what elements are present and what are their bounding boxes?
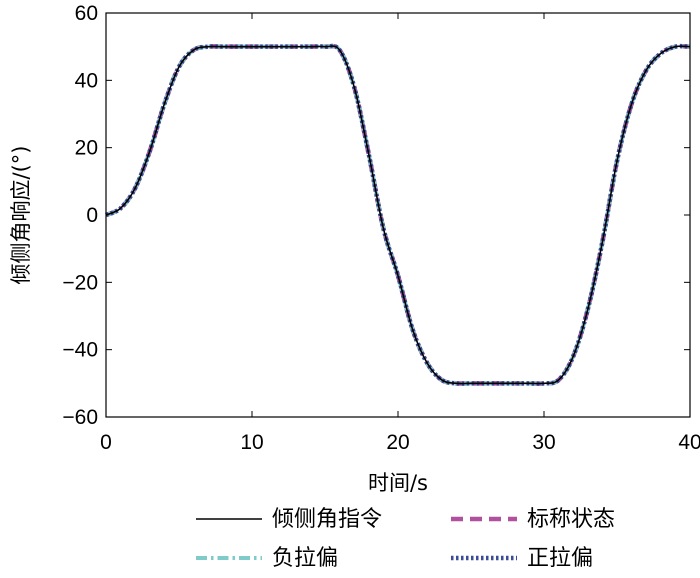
x-tick-label: 10	[240, 431, 263, 454]
x-tick-label: 20	[386, 431, 409, 454]
x-tick-label: 30	[532, 431, 555, 454]
tick-labels: 0 10 20 30 40 60 40 20 0 −20 −40 −60	[62, 2, 700, 454]
legend-label-3: 正拉偏	[527, 546, 593, 571]
x-tick-label: 0	[100, 431, 112, 454]
series-line-1	[105, 43, 691, 386]
axis-ticks	[105, 12, 691, 418]
x-axis-label: 时间/s	[368, 471, 428, 495]
legend-label-2: 负拉偏	[272, 546, 338, 571]
y-tick-label: 0	[86, 204, 98, 227]
x-tick-label: 40	[678, 431, 700, 454]
series-line-0	[105, 45, 691, 385]
legend-label-1: 标称状态	[527, 507, 615, 532]
y-tick-label: −40	[62, 339, 98, 362]
y-axis-label: 倾侧角响应/(°)	[9, 146, 33, 285]
plot-frame	[105, 12, 691, 418]
legend-label-0: 倾侧角指令	[272, 507, 382, 532]
y-tick-label: 40	[75, 69, 98, 92]
series-line-3	[105, 43, 691, 386]
y-tick-label: −20	[62, 271, 98, 294]
y-tick-label: 20	[75, 137, 98, 160]
y-tick-label: 60	[75, 2, 98, 25]
series-layer	[105, 43, 691, 386]
series-line-2	[105, 44, 691, 386]
y-tick-label: −60	[62, 406, 98, 429]
